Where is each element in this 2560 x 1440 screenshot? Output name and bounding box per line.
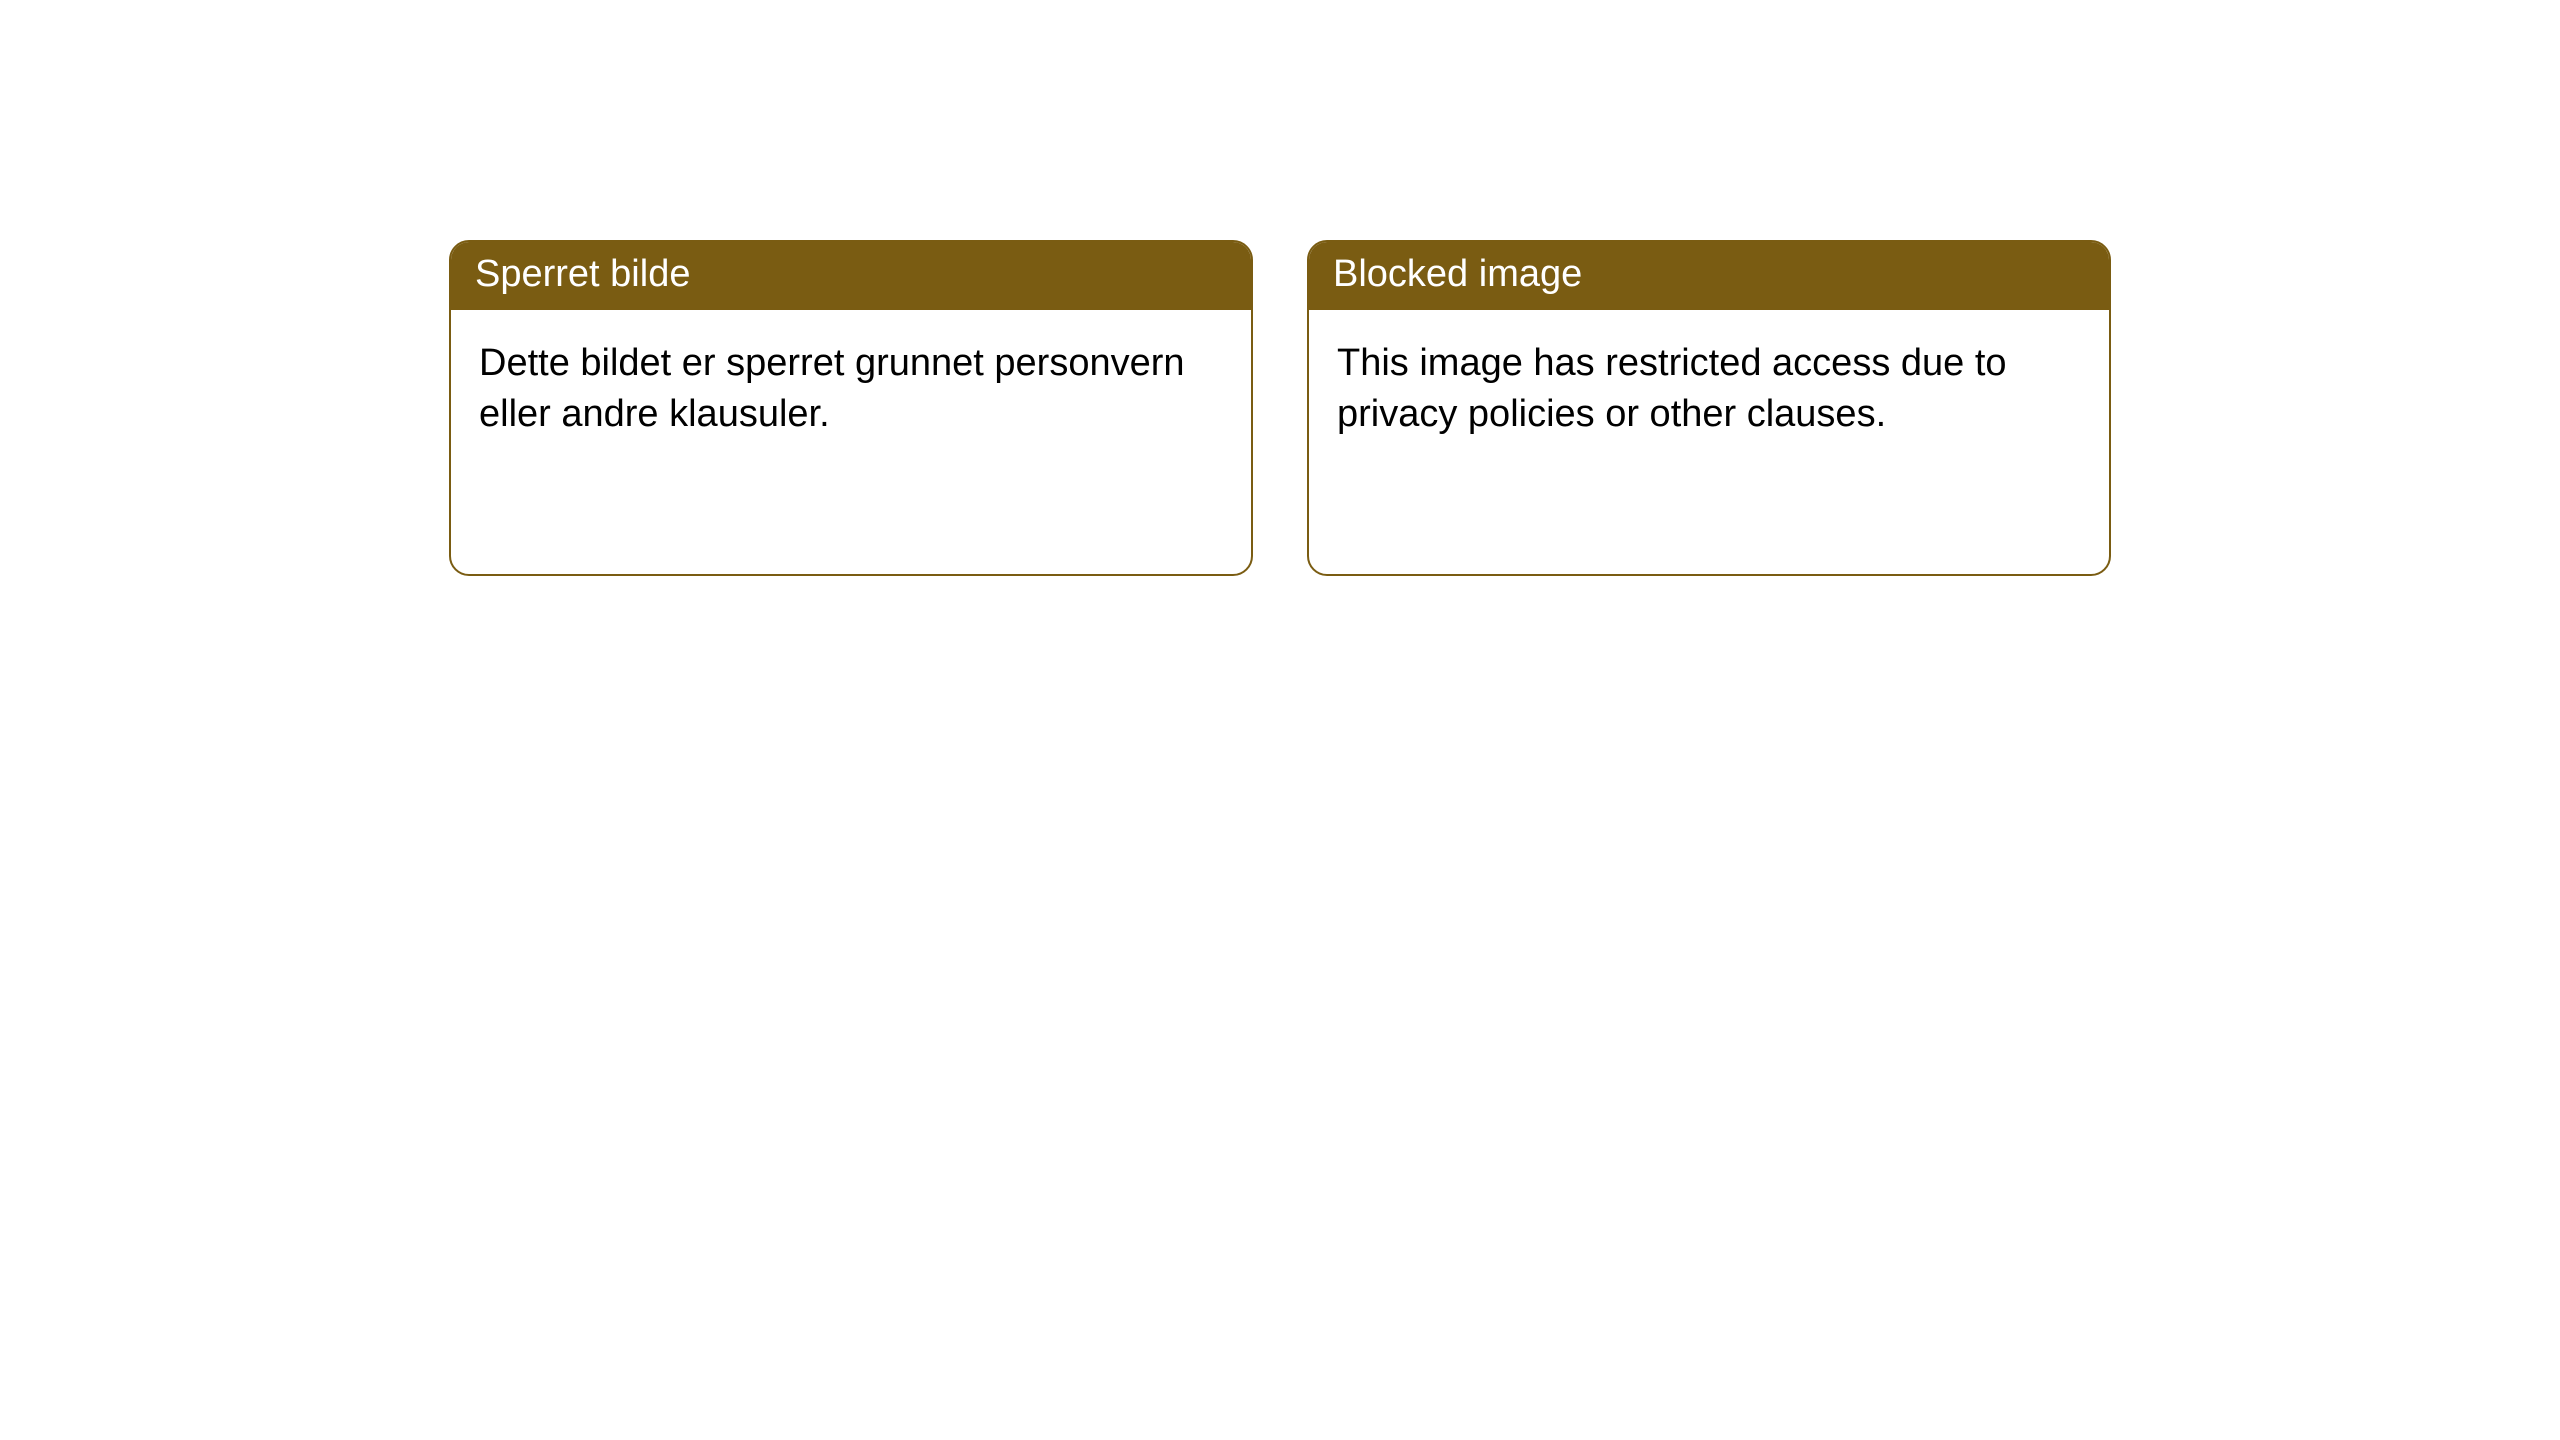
card-header: Blocked image [1309,242,2109,310]
card-body-text: This image has restricted access due to … [1309,310,2109,441]
notice-container: Sperret bilde Dette bildet er sperret gr… [0,0,2560,576]
notice-card-english: Blocked image This image has restricted … [1307,240,2111,576]
notice-card-norwegian: Sperret bilde Dette bildet er sperret gr… [449,240,1253,576]
card-body-text: Dette bildet er sperret grunnet personve… [451,310,1251,441]
card-header: Sperret bilde [451,242,1251,310]
